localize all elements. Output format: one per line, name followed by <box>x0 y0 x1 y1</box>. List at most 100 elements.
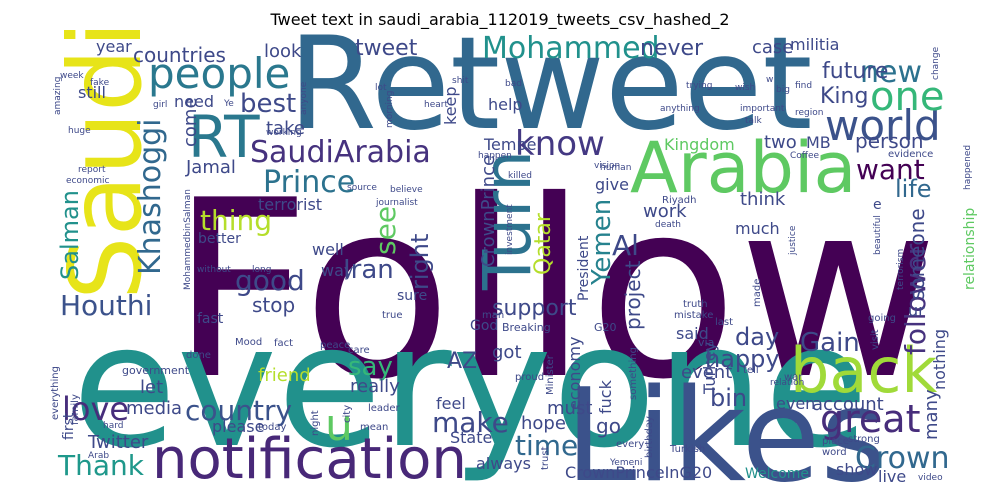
word-thing: thing <box>200 204 272 237</box>
word-president: President <box>576 235 592 301</box>
word-say: say <box>348 352 393 382</box>
word-leader: leader <box>368 403 401 414</box>
word-really: really <box>350 376 400 397</box>
word-likes: Likes <box>565 362 887 500</box>
word-two: two <box>764 132 797 153</box>
word-retweet: Retweet <box>288 10 813 159</box>
word-welcome: Welcome <box>745 466 809 482</box>
word-happy: happy <box>705 345 780 373</box>
word-twitter: Twitter <box>87 432 149 453</box>
word-source: source <box>347 183 377 193</box>
word-media: media <box>126 398 182 419</box>
word-mean: mean <box>360 422 388 433</box>
word-iran: Iran <box>343 255 394 285</box>
word-yemeni: Yemeni <box>609 458 642 468</box>
word-evidence: evidence <box>888 149 933 160</box>
word-fast: fast <box>197 311 224 327</box>
word-take: take <box>266 118 305 139</box>
word-everything: everything <box>50 366 61 420</box>
word-know: know <box>515 124 605 164</box>
word-bad: bad <box>505 79 522 89</box>
word-great: great <box>820 397 920 441</box>
word-time: time <box>515 429 578 462</box>
word-well: well <box>312 240 344 259</box>
word-long: long <box>252 265 271 275</box>
word-notification: notification <box>152 427 467 492</box>
word-saudiarabia: SaudiArabia <box>250 135 431 170</box>
word-happen: happen <box>478 151 512 161</box>
word-shit: shit <box>452 76 469 86</box>
word-today: today <box>258 422 287 433</box>
word-strong: strong <box>848 434 880 445</box>
word-back: back <box>790 334 937 407</box>
word-year: year <box>96 37 132 56</box>
word-got: got <box>492 342 522 363</box>
word-everyone: everyone <box>72 288 869 486</box>
word-done: done <box>186 350 211 361</box>
word-every: every <box>616 439 644 450</box>
word-feel: feel <box>436 394 466 413</box>
word-economy: economy <box>565 337 584 410</box>
word-fake: fake <box>90 78 110 88</box>
word-happened: happened <box>963 145 973 190</box>
word-countries: countries <box>133 43 226 67</box>
word-mb: MB <box>806 133 831 152</box>
word-always: always <box>476 454 531 473</box>
word-mood: Mood <box>235 337 262 348</box>
word-account: account <box>812 394 884 415</box>
word-mohammed: Mohammed <box>482 31 660 66</box>
word-beautiful: beautiful <box>873 215 883 255</box>
word-trust: trust <box>540 446 551 470</box>
word-someone: someone <box>905 208 929 300</box>
word-life: life <box>895 175 932 203</box>
word-need: need <box>174 92 214 111</box>
word-something: something <box>628 347 639 400</box>
word-fact: fact <box>274 338 293 349</box>
word-follow: Follow <box>170 148 939 433</box>
word-arabia: Arabia <box>630 127 856 209</box>
word-journalist: journalist <box>375 198 418 208</box>
word-breaking: Breaking <box>502 321 551 334</box>
word-tell: tell <box>743 365 759 376</box>
word-riyadh: Riyadh <box>662 195 696 206</box>
word-place: place <box>822 436 849 447</box>
word-work: work <box>643 201 687 222</box>
word-people: people <box>148 49 290 98</box>
word-must: must <box>547 398 592 419</box>
word-stop: stop <box>252 293 295 317</box>
word-u: u <box>325 400 353 451</box>
word-right: right <box>406 234 434 290</box>
word-crownprince: CrownPrince <box>478 155 499 267</box>
word-big: big <box>776 85 790 95</box>
word-family: family <box>70 394 81 425</box>
word-hope: hope <box>521 413 566 434</box>
word-rt: RT <box>188 103 260 171</box>
word-keep: keep <box>441 86 460 125</box>
word-hard: hard <box>103 421 123 431</box>
word-houthi: Houthi <box>60 289 152 322</box>
word-ur: ur <box>908 301 925 320</box>
word-go: go <box>596 414 621 438</box>
word-make: make <box>432 406 509 439</box>
word-country: country <box>185 394 292 427</box>
word-person: person <box>855 129 924 153</box>
word-video: video <box>918 473 943 483</box>
word-true: true <box>382 310 403 321</box>
word-huge: huge <box>68 126 91 136</box>
word-better: better <box>198 231 241 247</box>
word-follower: follower <box>899 243 932 355</box>
word-ye: Ye <box>223 99 234 109</box>
word-state: State <box>450 428 492 447</box>
word-via: via <box>698 336 714 349</box>
word-support: support <box>492 296 577 321</box>
word-mohammedbinsalman: MohammedbinSalman <box>183 189 193 290</box>
word-show: show <box>836 460 877 479</box>
word-please: please <box>212 417 264 436</box>
word-even: even <box>776 394 815 413</box>
word-week: week <box>60 71 84 81</box>
word-g20: G20 <box>594 321 617 334</box>
word-khashoggi: Khashoggi <box>133 119 168 276</box>
word-live: live <box>878 467 906 486</box>
word-look: look <box>264 41 302 62</box>
word-let: let <box>140 377 163 398</box>
